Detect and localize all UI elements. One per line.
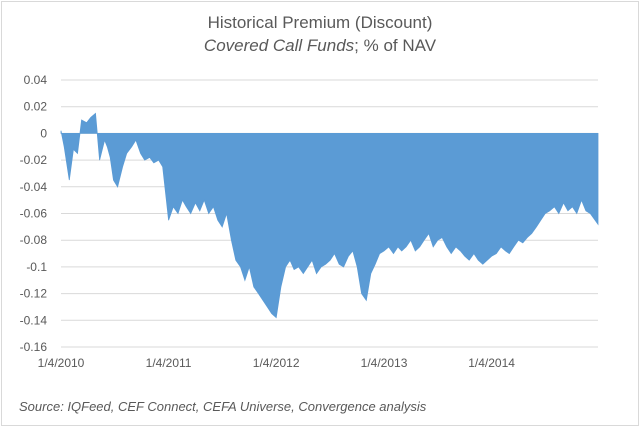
- y-tick-label: -0.08: [20, 233, 48, 247]
- y-tick-label: 0.02: [24, 100, 48, 114]
- x-tick-label: 1/4/2011: [146, 356, 192, 370]
- y-tick-label: -0.12: [20, 287, 48, 301]
- area-series: [60, 112, 599, 319]
- y-tick-label: -0.06: [20, 207, 48, 221]
- x-tick-label: 1/4/2013: [361, 356, 408, 370]
- y-tick-label: -0.02: [20, 153, 48, 167]
- y-tick-label: -0.04: [20, 180, 48, 194]
- y-axis-ticks: 0.04 0.02 0 -0.02 -0.04 -0.06 -0.08 -0.1 -0.12 -0…: [20, 73, 48, 354]
- chart-subtitle: Covered Call Funds; % of NAV: [0, 35, 640, 57]
- x-tick-label: 1/4/2010: [38, 356, 85, 370]
- x-tick-label: 1/4/2014: [468, 356, 515, 370]
- y-tick-label: -0.14: [20, 313, 48, 327]
- chart-title: Historical Premium (Discount): [207, 13, 433, 32]
- area-fill: [60, 112, 599, 319]
- chart-subtitle-italic: Covered Call Funds: [203, 36, 355, 55]
- x-axis-ticks: 1/4/2010 1/4/2011 1/4/2012 1/4/2013 1/4/2014: [38, 356, 516, 370]
- x-tick-label: 1/4/2012: [253, 356, 300, 370]
- source-note: Source: IQFeed, CEF Connect, CEFA Univer…: [19, 399, 427, 414]
- y-tick-label: 0.04: [24, 73, 48, 87]
- y-tick-label: -0.1: [26, 260, 47, 274]
- y-tick-label: 0: [40, 126, 47, 140]
- y-tick-label: -0.16: [20, 340, 48, 354]
- chart-subtitle-rest: ; % of NAV: [354, 36, 437, 55]
